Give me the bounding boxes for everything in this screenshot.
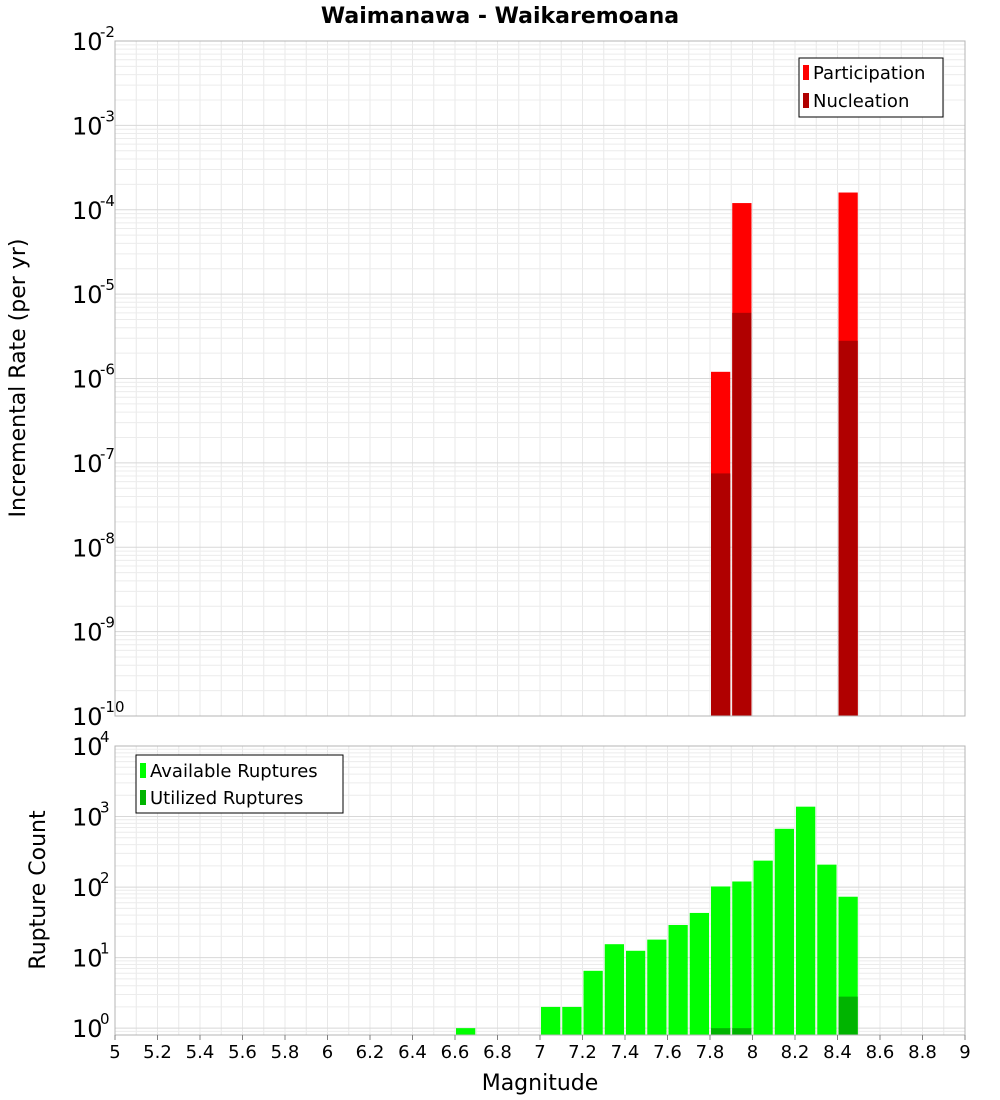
legend-label-participation: Participation	[813, 63, 925, 84]
bottom-y-axis-label: Rupture Count	[26, 810, 51, 970]
legend-swatch-nucleation	[803, 93, 809, 108]
y-tick-label: 10	[72, 281, 103, 309]
x-tick-label: 5.4	[186, 1042, 215, 1063]
y-tick-exponent: 1	[100, 940, 110, 958]
y-tick-exponent: -10	[100, 698, 125, 716]
x-tick-label: 6.4	[398, 1042, 427, 1063]
bottom-bars	[456, 806, 858, 1035]
top-y-ticks: 10-210-310-410-510-610-710-810-910-10	[72, 23, 125, 731]
legend-label-utilized: Utilized Ruptures	[150, 788, 303, 809]
top-plot: 10-210-310-410-510-610-710-810-910-10 In…	[6, 23, 966, 731]
y-tick-label: 10	[72, 733, 103, 761]
x-tick-label: 7.2	[568, 1042, 597, 1063]
x-tick-label: 5.2	[143, 1042, 172, 1063]
legend-label-nucleation: Nucleation	[813, 91, 909, 112]
y-tick-exponent: -7	[100, 445, 115, 463]
count-bar-primary	[647, 939, 667, 1035]
y-tick-exponent: 4	[100, 728, 110, 746]
x-tick-label: 6	[322, 1042, 333, 1063]
y-tick-exponent: -8	[100, 529, 115, 547]
count-bar-primary	[583, 970, 603, 1035]
top-legend-box	[798, 57, 944, 118]
x-tick-label: 6.6	[441, 1042, 470, 1063]
y-tick-label: 10	[72, 619, 103, 647]
x-tick-label: 5.6	[228, 1042, 257, 1063]
count-bar-primary	[668, 925, 688, 1035]
y-tick-exponent: -4	[100, 192, 115, 210]
count-bar-primary	[711, 886, 731, 1035]
rate-bar-secondary	[732, 312, 752, 716]
x-tick-label: 7.6	[653, 1042, 682, 1063]
x-tick-label: 8.8	[908, 1042, 937, 1063]
y-tick-label: 10	[72, 28, 103, 56]
chart-title: Waimanawa - Waikaremoana	[321, 4, 679, 29]
x-tick-label: 9	[959, 1042, 970, 1063]
y-tick-exponent: -6	[100, 361, 115, 379]
y-tick-label: 10	[72, 1015, 103, 1043]
legend-swatch-participation	[803, 65, 809, 80]
top-plot-border	[114, 40, 966, 717]
count-bar-primary	[541, 1006, 561, 1035]
top-bars	[711, 192, 858, 717]
y-tick-label: 10	[72, 112, 103, 140]
x-tick-label: 8.4	[823, 1042, 852, 1063]
count-bar-primary	[774, 828, 794, 1035]
count-bar-primary	[796, 806, 816, 1035]
count-bar-primary	[562, 1006, 582, 1035]
legend-swatch-available	[140, 763, 146, 778]
y-tick-label: 10	[72, 945, 103, 973]
top-legend: Participation Nucleation	[798, 57, 944, 118]
x-tick-label: 6.2	[356, 1042, 385, 1063]
x-tick-label: 8	[747, 1042, 758, 1063]
count-bar-primary	[817, 864, 837, 1035]
y-tick-exponent: -5	[100, 276, 115, 294]
x-tick-label: 5.8	[271, 1042, 300, 1063]
x-tick-label: 5	[109, 1042, 120, 1063]
y-tick-label: 10	[72, 874, 103, 902]
x-ticks: 5 5.2 5.4 5.6 5.8 6 6.2 6.4 6.6 6.8 7 7.2 7.4 7.6 7.8 8…	[109, 1035, 971, 1063]
x-tick-label: 8.6	[866, 1042, 895, 1063]
count-bar-secondary	[838, 996, 858, 1035]
top-grid	[114, 40, 966, 717]
count-bar-primary	[456, 1028, 476, 1035]
y-tick-label: 10	[72, 366, 103, 394]
top-y-axis-label: Incremental Rate (per yr)	[6, 239, 31, 518]
legend-swatch-utilized	[140, 790, 146, 805]
count-bar-primary	[604, 944, 624, 1035]
x-axis-label: Magnitude	[482, 1071, 599, 1096]
x-tick-label: 7.8	[696, 1042, 725, 1063]
y-tick-label: 10	[72, 534, 103, 562]
count-bar-primary	[626, 950, 646, 1035]
y-tick-exponent: 3	[100, 799, 110, 817]
count-bar-primary	[689, 912, 709, 1035]
y-tick-exponent: -2	[100, 23, 115, 41]
y-tick-exponent: -3	[100, 107, 115, 125]
rate-bar-secondary	[838, 340, 858, 716]
x-tick-label: 6.8	[483, 1042, 512, 1063]
y-tick-exponent: -9	[100, 614, 115, 632]
rate-bar-secondary	[711, 473, 731, 716]
y-tick-exponent: 0	[100, 1010, 110, 1028]
x-tick-label: 7	[534, 1042, 545, 1063]
bottom-legend: Available Ruptures Utilized Ruptures	[135, 754, 344, 814]
count-bar-secondary	[711, 1028, 731, 1035]
y-tick-exponent: 2	[100, 869, 110, 887]
x-tick-label: 7.4	[611, 1042, 640, 1063]
y-tick-label: 10	[72, 197, 103, 225]
count-bar-primary	[732, 881, 752, 1035]
y-tick-label: 10	[72, 450, 103, 478]
y-tick-label: 10	[72, 703, 103, 731]
count-bar-primary	[753, 860, 773, 1035]
bottom-legend-box	[135, 754, 344, 814]
count-bar-secondary	[732, 1028, 752, 1035]
x-tick-label: 8.2	[781, 1042, 810, 1063]
y-tick-label: 10	[72, 804, 103, 832]
legend-label-available: Available Ruptures	[150, 761, 318, 782]
